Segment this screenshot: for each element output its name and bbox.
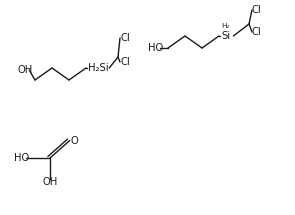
Text: Cl: Cl [120,33,130,43]
Text: OH: OH [42,177,58,187]
Text: Si: Si [221,31,230,41]
Text: H₂Si: H₂Si [88,63,109,73]
Text: HO: HO [148,43,163,53]
Text: H₂: H₂ [222,23,230,29]
Text: Cl: Cl [252,27,262,37]
Text: Cl: Cl [252,5,262,15]
Text: O: O [71,136,78,146]
Text: HO: HO [14,153,29,163]
Text: OH: OH [18,65,33,75]
Text: Cl: Cl [120,57,130,67]
